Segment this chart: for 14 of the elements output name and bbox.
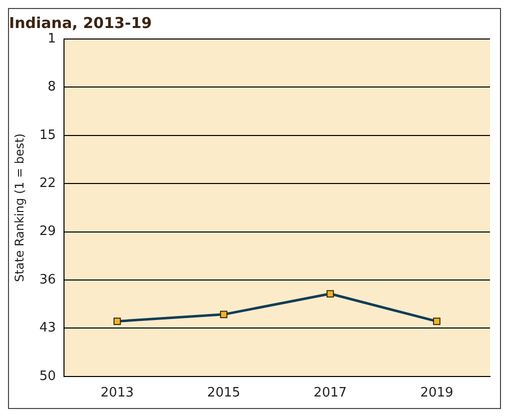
chart-title: Indiana, 2013-19 xyxy=(9,14,152,32)
y-tick-label: 8 xyxy=(48,80,56,95)
y-tick-label: 43 xyxy=(39,320,56,336)
y-tick-label: 1 xyxy=(48,31,56,46)
x-tick-label: 2015 xyxy=(207,386,240,401)
y-tick-label: 22 xyxy=(39,176,56,191)
y-tick-label: 29 xyxy=(39,224,56,240)
x-tick-label: 2013 xyxy=(100,386,134,401)
y-axis-title: State Ranking (1 = best) xyxy=(12,133,26,282)
y-tick-label: 50 xyxy=(39,368,56,384)
y-tick-label: 36 xyxy=(39,272,56,288)
y-tick-label: 15 xyxy=(39,128,56,143)
x-tick-label: 2019 xyxy=(420,386,454,401)
x-tick-label: 2017 xyxy=(314,386,347,401)
